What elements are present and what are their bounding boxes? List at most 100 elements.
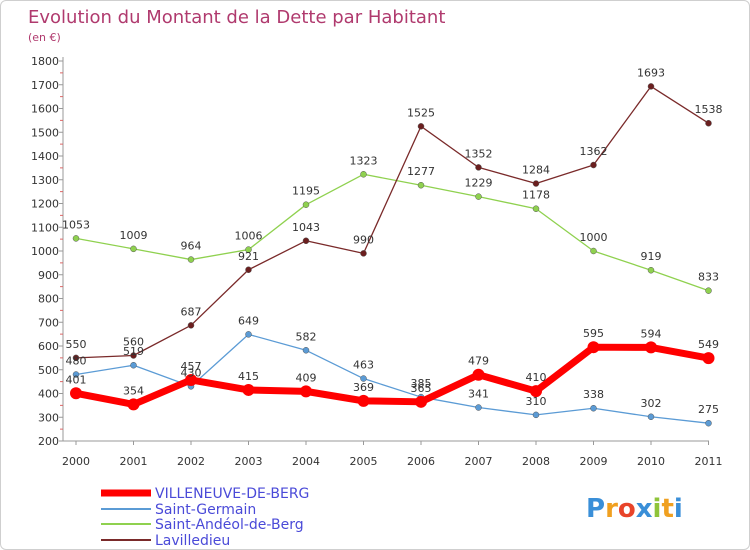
logo-letter: P	[586, 494, 605, 524]
series-point	[187, 322, 195, 329]
data-label: 1284	[522, 164, 550, 177]
data-label: 1229	[465, 177, 493, 190]
series-line-3	[75, 85, 710, 359]
series-point	[187, 256, 195, 263]
data-label: 310	[526, 395, 547, 408]
series-point	[705, 119, 712, 127]
y-tick-label: 1300	[31, 174, 59, 187]
data-label: 457	[181, 360, 202, 373]
series-point	[245, 331, 252, 338]
y-tick-label: 1000	[31, 245, 59, 258]
data-label: 338	[583, 388, 604, 401]
data-label: 595	[583, 327, 604, 340]
series-point	[72, 235, 80, 242]
series-point	[72, 371, 80, 378]
y-tick-label: 1500	[31, 126, 59, 139]
legend-label-0: VILLENEUVE-DE-BERG	[155, 486, 309, 502]
series-point	[530, 385, 542, 398]
data-label: 1538	[695, 103, 723, 116]
series-point	[302, 237, 310, 245]
series-point	[475, 164, 482, 171]
series-point	[647, 266, 655, 274]
data-label: 479	[468, 355, 489, 368]
data-label: 480	[66, 355, 87, 368]
series-point	[647, 83, 655, 90]
series-point	[475, 404, 482, 411]
x-tick-label: 2008	[522, 455, 550, 468]
y-tick-label: 1800	[31, 55, 59, 68]
data-label: 833	[698, 271, 719, 284]
y-tick-label: 600	[38, 340, 59, 353]
data-label: 1178	[522, 189, 550, 202]
series-point	[302, 201, 310, 208]
x-tick-label: 2010	[637, 455, 665, 468]
series-point	[590, 247, 597, 255]
series-point	[130, 361, 137, 369]
series-point	[245, 266, 252, 274]
chart-axes	[62, 57, 709, 442]
logo-letter: x	[636, 494, 653, 524]
y-tick-label: 800	[38, 293, 59, 306]
data-label: 415	[238, 370, 259, 383]
series-point	[590, 161, 597, 169]
series-point	[357, 394, 370, 407]
logo-wordmark: Proxiti	[586, 494, 683, 524]
data-label: 275	[698, 403, 719, 416]
y-tick-label: 400	[38, 388, 59, 401]
series-point	[72, 354, 80, 362]
series-line-0	[72, 343, 712, 408]
chart-subtitle: (en €)	[28, 31, 61, 44]
chart-title: Evolution du Montant de la Dette par Hab…	[28, 7, 445, 28]
data-label: 1000	[580, 231, 608, 244]
data-label: 1006	[235, 230, 263, 243]
series-point	[302, 347, 310, 354]
data-label: 990	[353, 233, 374, 246]
data-labels: 401 354 457 415 409 369 365 479 410 595 594 549 480 5…	[62, 66, 723, 416]
y-tick-label: 200	[38, 435, 59, 448]
data-label: 1323	[350, 154, 378, 167]
series-point	[360, 171, 367, 178]
data-label: 582	[296, 330, 317, 343]
data-label: 594	[641, 327, 662, 340]
y-tick-label: 300	[38, 411, 59, 424]
y-tick-label: 700	[38, 316, 59, 329]
logo-letter: o	[618, 494, 636, 524]
data-label: 1053	[62, 218, 90, 231]
legend-label-2: Saint-Andéol-de-Berg	[155, 517, 304, 533]
y-tick-label: 1200	[31, 198, 59, 211]
series-point	[130, 245, 137, 253]
chart-legend: VILLENEUVE-DE-BERGSaint-GermainSaint-And…	[101, 486, 309, 549]
series-point	[472, 368, 485, 381]
series-point	[130, 352, 137, 359]
data-label: 1009	[120, 229, 148, 242]
y-tick-label: 1600	[31, 103, 59, 116]
y-axis-ticks: 200 300 400 500 600 700 800 900 1000 1100 1200 1300…	[31, 55, 63, 448]
data-label: 687	[181, 305, 202, 318]
series-point	[360, 250, 367, 257]
data-label: 1352	[465, 147, 493, 160]
series-point	[647, 413, 655, 421]
data-label: 1195	[292, 185, 320, 198]
data-label: 385	[411, 377, 432, 390]
series-point	[705, 419, 712, 427]
x-tick-label: 2007	[465, 455, 493, 468]
x-tick-label: 2011	[695, 455, 723, 468]
series-point	[242, 383, 255, 396]
series-point	[300, 385, 312, 398]
x-tick-label: 2001	[120, 455, 148, 468]
series-point	[475, 193, 482, 200]
x-tick-label: 2003	[235, 455, 263, 468]
legend-label-3: Lavilledieu	[155, 533, 230, 549]
data-label: 1277	[407, 165, 435, 178]
y-tick-label: 900	[38, 269, 59, 282]
data-label: 549	[698, 338, 719, 351]
data-label: 302	[641, 397, 662, 410]
series-point	[702, 352, 715, 365]
x-tick-label: 2000	[62, 455, 90, 468]
data-label: 401	[66, 373, 87, 386]
series-line-2	[75, 173, 710, 292]
data-label: 409	[296, 371, 317, 384]
data-label: 365	[411, 382, 432, 395]
